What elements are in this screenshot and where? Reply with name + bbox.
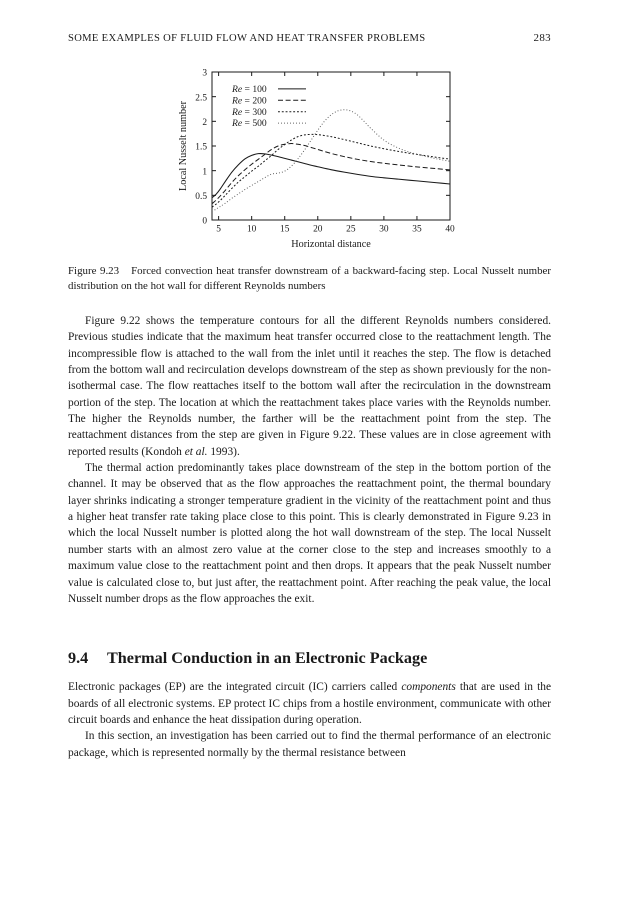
y-tick-label: 1.5	[195, 143, 207, 153]
x-tick-label: 15	[280, 225, 290, 235]
figure-caption-text: Forced convection heat transfer downstre…	[68, 265, 551, 292]
y-tick-label: 1	[202, 167, 207, 177]
section-heading: 9.4 Thermal Conduction in an Electronic …	[68, 649, 551, 668]
term-components: components	[401, 681, 456, 694]
section-paragraph-1: Electronic packages (EP) are the integra…	[68, 679, 551, 728]
section-paragraph-1b: that are used in the boards of all elect…	[68, 681, 551, 726]
y-tick-label: 0	[202, 217, 207, 227]
page-number: 283	[533, 32, 551, 44]
x-tick-label: 35	[412, 225, 422, 235]
legend-label: Re = 500	[231, 118, 267, 129]
paragraph-1: Figure 9.22 shows the temperature contou…	[68, 313, 551, 460]
x-tick-label: 25	[346, 225, 356, 235]
x-tick-label: 40	[445, 225, 455, 235]
section-paragraph-2: In this section, an investigation has be…	[68, 730, 551, 759]
x-tick-label: 5	[216, 225, 221, 235]
paragraph-1-text: Figure 9.22 shows the temperature contou…	[68, 315, 551, 458]
running-head: SOME EXAMPLES OF FLUID FLOW AND HEAT TRA…	[68, 32, 551, 44]
y-tick-label: 2.5	[195, 93, 207, 103]
x-tick-label: 30	[379, 225, 389, 235]
section-body: Electronic packages (EP) are the integra…	[68, 679, 551, 761]
y-tick-label: 3	[202, 69, 207, 79]
chart-series-line	[211, 143, 450, 205]
section-title: Thermal Conduction in an Electronic Pack…	[107, 649, 428, 668]
x-tick-label: 10	[246, 225, 256, 235]
figure-label: Figure 9.23	[68, 265, 120, 277]
x-axis-label: Horizontal distance	[291, 239, 371, 250]
section-paragraph-1a: Electronic packages (EP) are the integra…	[68, 681, 402, 694]
legend-label: Re = 200	[231, 95, 267, 106]
chart-canvas: 0 0.5 1 1.5 2 2.5 3 5 10 15 20 25 30 35 40 Re = 100 Re =…	[68, 62, 551, 258]
y-axis-label: Local Nusselt number	[178, 100, 189, 191]
citation-et-al: et al.	[184, 445, 208, 458]
legend-label: Re = 100	[231, 84, 267, 95]
legend-label: Re = 300	[231, 107, 267, 118]
section-number: 9.4	[68, 649, 89, 668]
running-head-title: SOME EXAMPLES OF FLUID FLOW AND HEAT TRA…	[68, 33, 426, 44]
y-tick-label: 2	[202, 118, 207, 128]
citation-year: 1993).	[207, 445, 240, 458]
x-tick-label: 20	[313, 225, 323, 235]
paragraph-2: The thermal action predominantly takes p…	[68, 462, 551, 605]
figure-9-23: 0 0.5 1 1.5 2 2.5 3 5 10 15 20 25 30 35 40 Re = 100 Re =…	[68, 62, 551, 258]
figure-caption: Figure 9.23 Forced convection heat transf…	[68, 264, 551, 293]
chart-series-line	[211, 153, 450, 199]
body-text: Figure 9.22 shows the temperature contou…	[68, 313, 551, 607]
chart-series-line	[211, 133, 450, 208]
y-tick-label: 0.5	[195, 192, 207, 202]
